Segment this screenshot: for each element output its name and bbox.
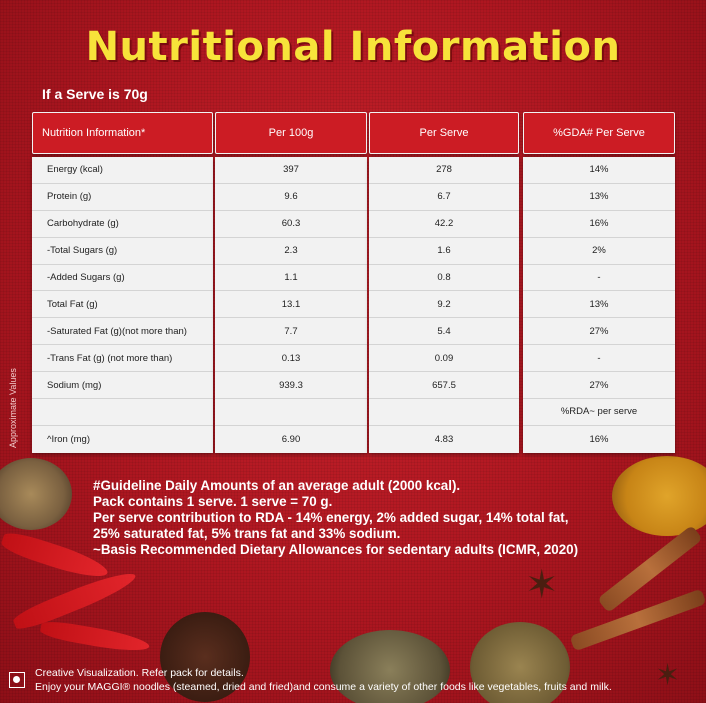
table-cell: 13.1 [215, 291, 367, 319]
table-cell: 5.4 [369, 318, 519, 346]
turmeric-bowl-image [612, 456, 706, 536]
table-cell: 13% [523, 184, 675, 211]
footnote-line: 25% saturated fat, 5% trans fat and 33% … [93, 526, 401, 541]
table-cell: 9.2 [369, 291, 519, 319]
table-column-per-serve: 278 6.7 42.2 1.6 0.8 9.2 5.4 0.09 657.5 4.83 [369, 157, 519, 453]
footnote-line: #Guideline Daily Amounts of an average a… [93, 478, 461, 493]
coriander-bowl-image [470, 622, 570, 703]
table-cell: 60.3 [215, 211, 367, 238]
table-cell: 2% [523, 238, 675, 265]
spice-mix-bowl-image [330, 630, 450, 703]
table-cell: -Saturated Fat (g)(not more than) [32, 318, 213, 346]
table-cell: 27% [523, 318, 675, 346]
table-cell: 16% [589, 433, 609, 445]
table-cell: Energy (kcal) [32, 157, 213, 184]
table-cell: 1.1 [215, 265, 367, 292]
table-cell: -Total Sugars (g) [32, 238, 213, 265]
table-cell: 657.5 [369, 372, 519, 400]
table-cell: -Trans Fat (g) (not more than) [32, 345, 213, 373]
table-cell: 0.13 [215, 345, 367, 373]
star-anise-icon: ✶ [525, 563, 559, 607]
table-cell [215, 399, 367, 426]
table-cell: 13% [523, 291, 675, 319]
footnote-line: ~Basis Recommended Dietary Allowances fo… [93, 542, 579, 557]
table-cell: %RDA~ per serve [523, 399, 675, 426]
table-cell: - [523, 345, 675, 373]
cumin-bowl-image [0, 458, 72, 530]
table-cell: 42.2 [369, 211, 519, 238]
table-cell: 278 [369, 157, 519, 184]
table-cell: 0.09 [369, 345, 519, 373]
table-cell: 397 [215, 157, 367, 184]
table-cell: 2.3 [215, 238, 367, 265]
disclaimer-line: Creative Visualization. Refer pack for d… [35, 667, 244, 679]
footnote-line: Pack contains 1 serve. 1 serve = 70 g. [93, 494, 333, 509]
table-cell: 6.90 [281, 433, 301, 445]
header-per-serve: Per Serve [369, 112, 519, 154]
table-cell: 14% [523, 157, 675, 184]
table-cell: 27% [523, 372, 675, 400]
table-cell: 4.83 [434, 433, 454, 445]
table-cell: Total Fat (g) [32, 291, 213, 319]
table-cell: Carbohydrate (g) [32, 211, 213, 238]
serve-size-note: If a Serve is 70g [42, 86, 148, 102]
cloves-bowl-image [160, 612, 250, 702]
table-cell: 939.3 [215, 372, 367, 400]
table-cell: 7.7 [215, 318, 367, 346]
table-cell [369, 399, 519, 426]
footnotes: #Guideline Daily Amounts of an average a… [93, 478, 653, 558]
disclaimer: Creative Visualization. Refer pack for d… [35, 666, 612, 694]
table-cell: -Added Sugars (g) [32, 265, 213, 292]
veg-symbol-icon [9, 672, 25, 688]
table-column-nutrient: Energy (kcal) Protein (g) Carbohydrate (g)… [32, 157, 213, 453]
header-per-100g: Per 100g [215, 112, 367, 154]
page-title: Nutritional Information [85, 24, 621, 70]
header-gda-per-serve: %GDA# Per Serve [523, 112, 675, 154]
table-cell: Sodium (mg) [32, 372, 213, 400]
approximate-values-note: Approximate Values [8, 368, 18, 448]
table-cell: Protein (g) [32, 184, 213, 211]
table-cell: 0.8 [369, 265, 519, 292]
table-column-per-100g: 397 9.6 60.3 2.3 1.1 13.1 7.7 0.13 939.3 6.90 [215, 157, 367, 453]
header-nutrition-information: Nutrition Information* [32, 112, 213, 154]
disclaimer-line: Enjoy your MAGGI® noodles (steamed, drie… [35, 681, 612, 693]
table-cell [32, 399, 213, 426]
table-cell: 9.6 [215, 184, 367, 211]
table-cell: ^Iron (mg) [47, 433, 90, 445]
table-cell: 6.7 [369, 184, 519, 211]
table-cell: 16% [523, 211, 675, 238]
star-anise-icon: ✶ [655, 659, 681, 692]
table-cell: - [523, 265, 675, 292]
table-column-gda: 14% 13% 16% 2% -13% 27% -27% %RDA~ per serve 16% [523, 157, 675, 453]
footnote-line: Per serve contribution to RDA - 14% ener… [93, 510, 569, 525]
table-cell: 1.6 [369, 238, 519, 265]
